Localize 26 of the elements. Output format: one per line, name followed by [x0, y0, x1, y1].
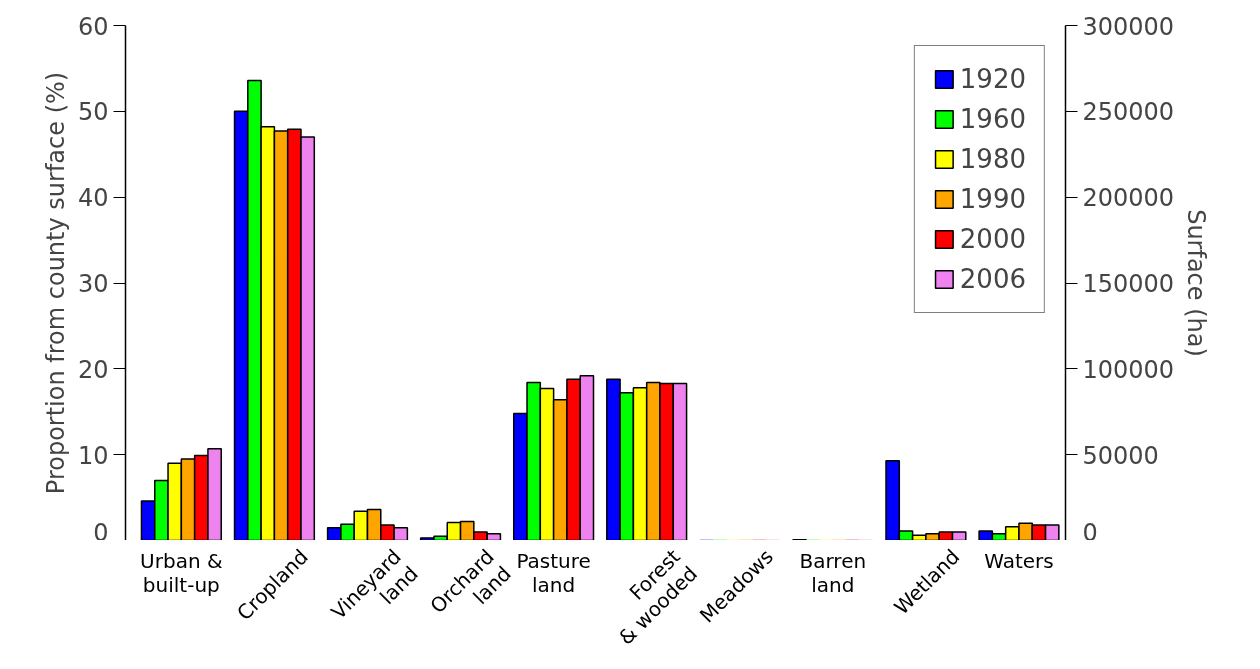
y2-tick-label: 150000	[1082, 270, 1175, 298]
legend-label: 1960	[959, 104, 1026, 134]
y-tick-label: 60	[77, 12, 109, 41]
y-tick-label: 50	[77, 98, 109, 127]
y2-axis-title: Surface (ha)	[1182, 209, 1211, 357]
legend-label: 1990	[959, 184, 1026, 214]
y-tick-label: 0	[93, 518, 109, 547]
y2-tick-label: 50000	[1082, 441, 1159, 470]
x-tick-label: Waters	[984, 548, 1054, 573]
y2-tick-label: 300000	[1082, 12, 1175, 41]
x-tick-label: Urban & built-up	[140, 548, 223, 597]
x-tick-label: Pasture land	[516, 548, 591, 597]
legend-label: 1980	[959, 144, 1026, 174]
y-tick-label: 20	[77, 355, 109, 384]
y2-tick-label: 0	[1082, 518, 1098, 547]
legend-label: 2006	[959, 264, 1026, 294]
y-tick-label: 10	[77, 441, 109, 470]
y2-tick-label: 200000	[1082, 184, 1175, 213]
y-tick-label: 30	[77, 270, 109, 298]
legend-label: 1920	[959, 64, 1026, 94]
y-tick-label: 40	[77, 184, 109, 213]
y-axis-title: Proportion from county surface (%)	[41, 71, 70, 495]
x-tick-label: Barren land	[799, 548, 867, 597]
legend-label: 2000	[959, 224, 1026, 254]
y2-tick-label: 100000	[1082, 355, 1175, 384]
y2-tick-label: 250000	[1082, 98, 1175, 127]
